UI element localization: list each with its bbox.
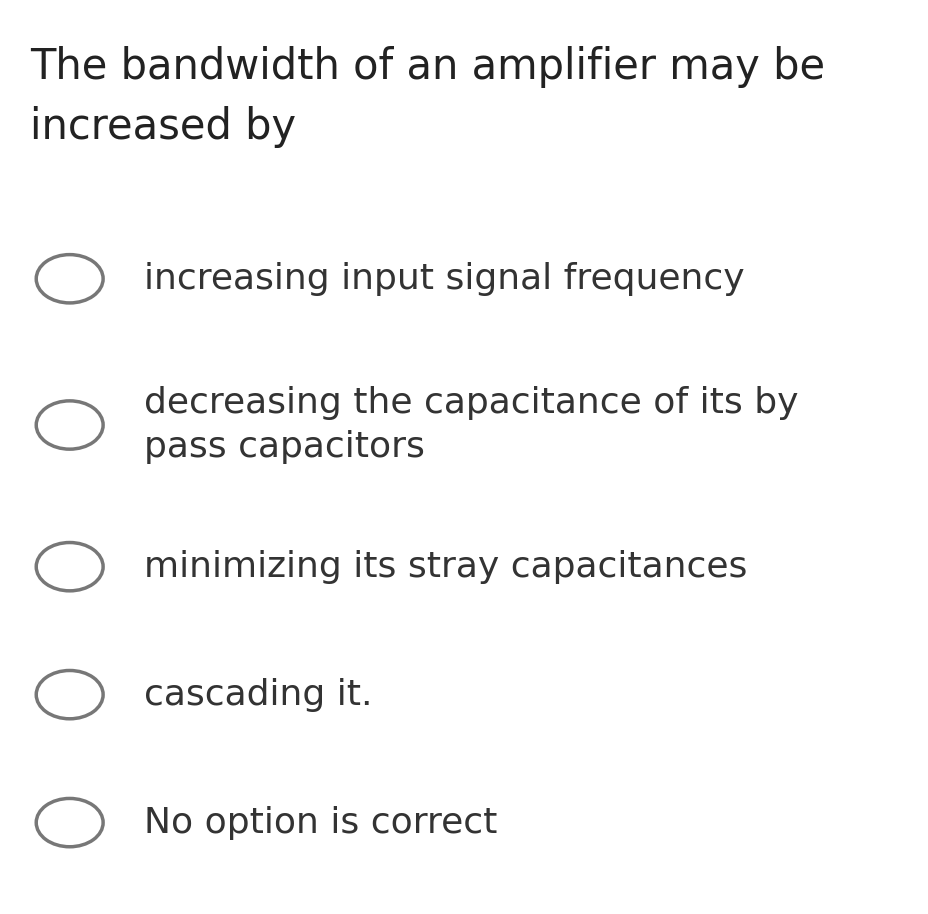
Text: cascading it.: cascading it. — [144, 677, 372, 712]
Ellipse shape — [36, 255, 103, 303]
Text: decreasing the capacitance of its by
pass capacitors: decreasing the capacitance of its by pas… — [144, 387, 798, 463]
Ellipse shape — [36, 543, 103, 590]
Text: No option is correct: No option is correct — [144, 805, 496, 840]
Ellipse shape — [36, 799, 103, 846]
Ellipse shape — [36, 671, 103, 718]
Text: minimizing its stray capacitances: minimizing its stray capacitances — [144, 549, 746, 584]
Text: increasing input signal frequency: increasing input signal frequency — [144, 261, 744, 296]
Text: The bandwidth of an amplifier may be
increased by: The bandwidth of an amplifier may be inc… — [30, 46, 824, 148]
Ellipse shape — [36, 401, 103, 449]
